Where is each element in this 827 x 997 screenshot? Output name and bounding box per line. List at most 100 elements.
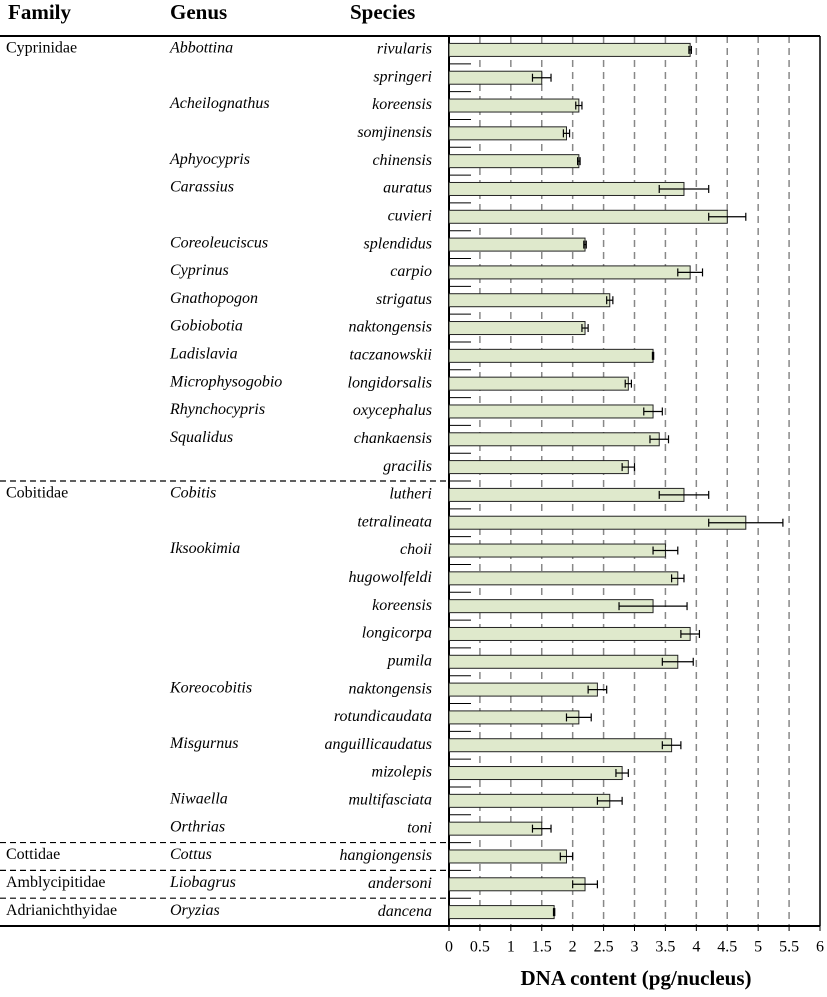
bar [448, 237, 586, 252]
genus-label: Carassius [170, 179, 234, 196]
bar [448, 682, 598, 697]
bar [448, 348, 654, 363]
species-label: longicorpa [362, 625, 432, 642]
family-label: Cottidae [6, 846, 60, 863]
x-tick-label: 1.5 [532, 939, 552, 956]
species-label: hugowolfeldi [348, 569, 432, 586]
species-label: koreensis [372, 96, 432, 113]
x-tick-label: 5 [754, 939, 762, 956]
bar [448, 126, 567, 141]
family-label: Adrianichthyidae [6, 902, 117, 919]
bar [448, 265, 691, 280]
bar [448, 515, 747, 530]
species-label: tetralineata [357, 513, 432, 530]
genus-label: Rhynchocypris [169, 401, 265, 418]
bar [448, 710, 580, 725]
genus-label: Cottus [170, 846, 212, 863]
species-label: chankaensis [354, 430, 432, 447]
genus-label: Iksookimia [169, 540, 240, 557]
bar [448, 877, 586, 892]
x-tick-label: 2.5 [594, 939, 614, 956]
species-label: naktongensis [348, 680, 432, 697]
genus-label: Aphyocypris [169, 151, 250, 168]
species-label: oxycephalus [353, 402, 432, 419]
x-tick-label: 5.5 [779, 939, 799, 956]
bar [448, 70, 543, 85]
genus-label: Microphysogobio [169, 373, 282, 390]
species-label: splendidus [364, 235, 432, 252]
bar [448, 293, 611, 308]
species-label: lutheri [389, 486, 432, 503]
genus-label: Ladislavia [169, 346, 238, 363]
bar [448, 905, 555, 920]
x-tick-label: 3 [631, 939, 639, 956]
species-label: dancena [378, 903, 432, 920]
x-tick-label: 3.5 [655, 939, 675, 956]
species-label: rivularis [377, 41, 432, 58]
genus-label: Misgurnus [169, 735, 238, 752]
x-tick-label: 0.5 [470, 939, 490, 956]
bar [448, 209, 728, 224]
species-label: hangiongensis [340, 847, 432, 864]
bar [448, 154, 580, 169]
bar [448, 404, 654, 419]
family-label: Cyprinidae [6, 40, 77, 57]
species-label: cuvieri [388, 207, 432, 224]
species-label: toni [407, 819, 432, 836]
bar [448, 766, 623, 781]
genus-label: Gnathopogon [170, 290, 258, 307]
bar [448, 42, 691, 57]
bar [448, 793, 611, 808]
bar [448, 321, 586, 336]
bar [448, 821, 543, 836]
bar [448, 571, 679, 586]
genus-label: Niwaella [169, 791, 228, 808]
genus-label: Cyprinus [170, 262, 229, 279]
bar [448, 460, 629, 475]
genus-label: Liobagrus [169, 874, 236, 891]
species-label: naktongensis [348, 319, 432, 336]
x-tick-label: 4 [692, 939, 700, 956]
species-label: somjinensis [357, 124, 432, 141]
species-label: gracilis [383, 458, 432, 475]
family-label: Amblycipitidae [6, 874, 106, 891]
genus-label: Orthrias [170, 818, 225, 835]
species-label: chinensis [372, 152, 432, 169]
x-tick-label: 1 [507, 939, 515, 956]
bar [448, 738, 673, 753]
species-label: springeri [373, 68, 432, 85]
bar [448, 487, 685, 502]
bar [448, 432, 660, 447]
x-tick-label: 4.5 [717, 939, 737, 956]
bar [448, 543, 666, 558]
genus-label: Abbottina [169, 40, 233, 57]
bar [448, 98, 580, 113]
genus-label: Acheilognathus [169, 95, 270, 112]
species-label: taczanowskii [349, 347, 432, 364]
genus-label: Squalidus [170, 429, 233, 446]
species-label: rotundicaudata [334, 708, 432, 725]
species-label: multifasciata [348, 792, 432, 809]
genus-label: Koreocobitis [169, 679, 252, 696]
species-label: longidorsalis [348, 374, 432, 391]
species-label: strigatus [376, 291, 432, 308]
genus-header: Genus [170, 0, 227, 24]
species-header: Species [350, 0, 415, 24]
bar [448, 181, 685, 196]
bar [448, 376, 629, 391]
species-label: carpio [390, 263, 432, 280]
genus-label: Coreoleuciscus [170, 234, 268, 251]
family-header: Family [8, 0, 71, 24]
x-tick-label: 0 [445, 939, 453, 956]
family-label: Cobitidae [6, 485, 68, 502]
bar [448, 849, 567, 864]
species-label: choii [400, 541, 432, 558]
bar [448, 654, 679, 669]
species-label: pumila [387, 652, 432, 669]
species-label: mizolepis [372, 764, 432, 781]
x-axis-title: DNA content (pg/nucleus) [520, 966, 751, 990]
x-tick-label: 6 [816, 939, 824, 956]
bar [448, 626, 691, 641]
